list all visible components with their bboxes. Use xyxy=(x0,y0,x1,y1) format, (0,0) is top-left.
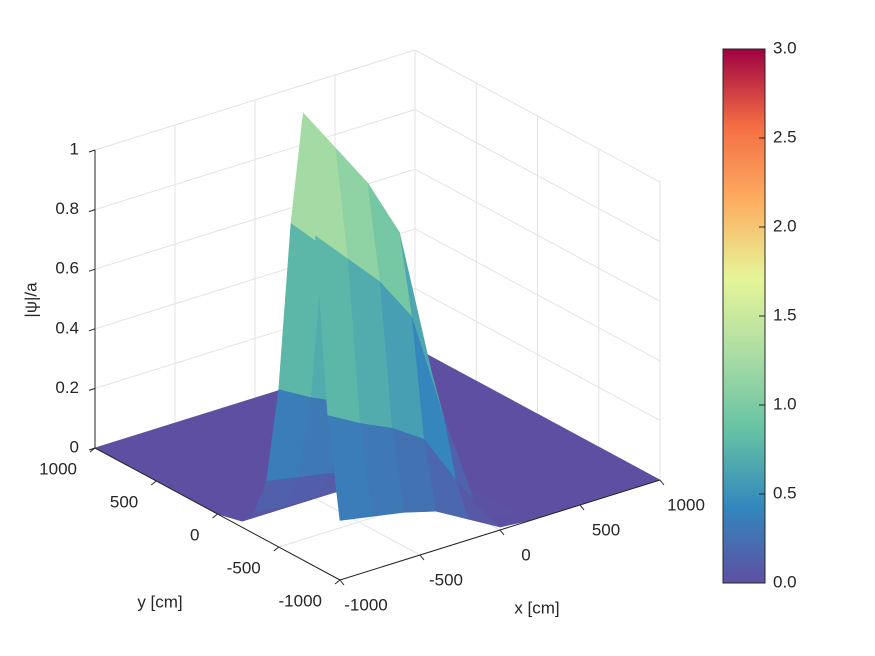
colorbar-tick-label: 2.5 xyxy=(773,127,797,146)
grid-line xyxy=(94,109,416,211)
x-tick-label: -1000 xyxy=(344,595,387,614)
z-tick-label: 0.2 xyxy=(55,378,79,397)
z-axis-label: |ψ|/a xyxy=(21,282,40,318)
x-tick xyxy=(419,554,425,561)
colorbar-tick-label: 3.0 xyxy=(773,38,797,57)
x-axis-label: x [cm] xyxy=(514,598,559,617)
colorbar-tick-label: 0.0 xyxy=(773,572,797,591)
grid-line xyxy=(414,109,661,243)
x-tick-label: 1000 xyxy=(667,495,705,514)
y-tick xyxy=(150,480,157,486)
y-tick xyxy=(273,546,280,552)
y-tick-label: -500 xyxy=(227,558,261,577)
z-tick xyxy=(88,149,96,153)
z-tick-label: 0.6 xyxy=(55,259,79,278)
z-tick xyxy=(88,328,96,332)
y-tick-label: 0 xyxy=(190,525,199,544)
colorbar-ticks: 0.0 0.5 1.0 1.5 2.0 2.5 3.0 xyxy=(759,38,797,591)
z-tick-label: 0.8 xyxy=(55,199,79,218)
grid-line xyxy=(414,168,661,302)
z-tick xyxy=(88,387,96,391)
x-tick xyxy=(499,529,505,536)
colorbar-tick-label: 0.5 xyxy=(773,483,797,502)
x-tick-label: -500 xyxy=(429,570,463,589)
y-tick-label: 500 xyxy=(110,492,138,511)
surface-cell xyxy=(327,415,373,521)
y-tick xyxy=(212,513,218,519)
surface xyxy=(94,112,661,528)
x-tick xyxy=(579,504,585,511)
y-axis-label: y [cm] xyxy=(137,592,182,611)
axes: -1000 -500 0 500 1000 -1000 -500 0 500 1000 0 0.2 0.… xyxy=(39,139,705,614)
y-tick-label: 1000 xyxy=(39,459,77,478)
y-tick-label: -1000 xyxy=(279,591,322,610)
z-tick xyxy=(88,268,96,272)
grid-line xyxy=(94,49,416,151)
z-tick xyxy=(88,447,96,451)
z-tick-label: 0.4 xyxy=(55,318,79,337)
z-tick xyxy=(88,209,96,213)
x-tick-label: 500 xyxy=(592,520,620,539)
colorbar-tick-label: 1.5 xyxy=(773,305,797,324)
colorbar-tick-label: 2.0 xyxy=(773,216,797,235)
y-tick xyxy=(334,579,341,585)
x-tick xyxy=(659,479,665,486)
z-tick-label: 0 xyxy=(70,437,79,456)
x-tick-label: 0 xyxy=(521,545,530,564)
grid-line xyxy=(414,49,661,183)
grid-line xyxy=(414,228,661,362)
colorbar xyxy=(722,48,766,584)
grid-line xyxy=(414,287,661,421)
x-tick xyxy=(339,579,345,586)
colorbar-tick-label: 1.0 xyxy=(773,394,797,413)
z-tick-label: 1 xyxy=(70,139,79,158)
